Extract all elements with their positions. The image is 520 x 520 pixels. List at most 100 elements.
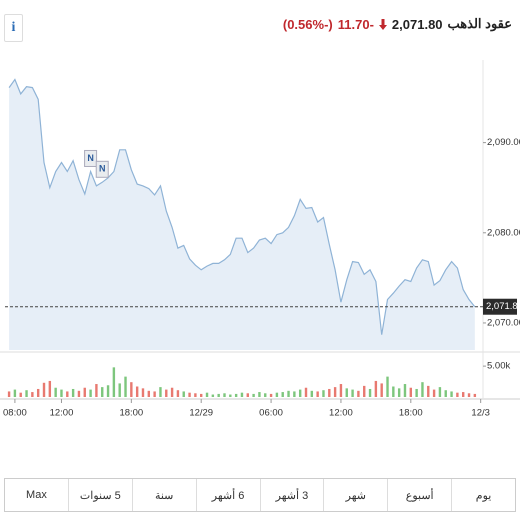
volume-bar <box>106 385 110 397</box>
volume-bar <box>339 384 343 397</box>
volume-bar <box>153 391 156 397</box>
volume-bar <box>264 393 267 397</box>
change: -11.70 <box>337 16 374 32</box>
change-percent: (-0.56%) <box>282 16 333 32</box>
info-button[interactable]: i <box>4 14 23 42</box>
volume-bar <box>200 393 203 397</box>
volume-bar <box>322 390 325 397</box>
volume-bar <box>397 388 401 397</box>
volume-bar <box>118 383 121 397</box>
volume-bar <box>281 392 284 397</box>
volume-bar <box>13 389 17 397</box>
volume-bar <box>246 393 249 397</box>
volume-bar <box>194 393 197 397</box>
volume-bar <box>42 382 46 397</box>
y-tick-label: 2,090.00 <box>487 137 520 148</box>
range-button[interactable]: 5 سنوات <box>67 479 132 511</box>
volume-bar <box>374 380 378 397</box>
volume-bar <box>316 391 319 397</box>
volume-bar <box>60 389 63 397</box>
news-marker-label: N <box>87 153 94 163</box>
volume-bar <box>287 390 290 397</box>
volume-bar <box>275 392 279 397</box>
chart: Investing.com2,090.002,080.002,070.002,0… <box>0 60 520 419</box>
range-button[interactable]: شهر <box>323 479 387 511</box>
volume-bar <box>456 392 459 397</box>
volume-bar <box>170 387 174 397</box>
volume-bar <box>415 388 418 397</box>
volume-bar <box>135 386 139 397</box>
volume-bar <box>368 388 372 397</box>
volume-bar <box>392 386 395 397</box>
y-tick-label: 2,070.00 <box>487 317 520 328</box>
volume-bar <box>182 391 185 397</box>
range-button[interactable]: سنة <box>131 479 196 511</box>
volume-bar <box>95 384 98 397</box>
volume-bar <box>386 376 389 397</box>
volume-bar <box>19 392 22 397</box>
last-price-label: 2,071.80 <box>486 301 520 312</box>
range-button[interactable]: يوم <box>451 479 515 511</box>
range-button[interactable]: 3 أشهر <box>259 479 324 511</box>
volume-bar <box>229 394 232 397</box>
volume-bar <box>112 367 116 397</box>
volume-bar <box>473 393 477 397</box>
volume-bar <box>36 388 40 397</box>
volume-bar <box>345 388 348 397</box>
volume-bar <box>462 392 465 397</box>
volume-bar <box>351 389 354 397</box>
range-button[interactable]: Max <box>26 489 47 501</box>
volume-bar <box>83 387 86 397</box>
volume-bar <box>77 390 81 397</box>
instrument-title: عقود الذهب <box>447 16 512 31</box>
volume-bar <box>467 393 471 397</box>
volume-bar <box>165 389 168 397</box>
volume-bar <box>298 389 302 397</box>
volume-bar <box>450 391 453 397</box>
volume-bar <box>141 388 145 397</box>
volume-bar <box>124 376 127 397</box>
volume-bar <box>205 392 209 397</box>
volume-bar <box>438 387 442 397</box>
news-marker <box>95 160 109 178</box>
volume-bar <box>176 390 180 397</box>
volume-tick-label: 5.00k <box>487 361 510 372</box>
price-line <box>8 78 476 335</box>
volume-bar <box>188 392 191 397</box>
x-tick-label: 12/29 <box>189 408 213 419</box>
quote-header: عقود الذهب 2,071.80 -11.70 (-0.56%) <box>283 16 512 32</box>
volume-bar <box>217 393 220 397</box>
volume-bar <box>304 387 308 397</box>
volume-bar <box>252 393 255 397</box>
last-price-box <box>483 298 517 315</box>
volume-bar <box>333 387 337 397</box>
volume-bar <box>427 385 430 397</box>
volume-bar <box>421 382 424 397</box>
x-tick-label: 18:00 <box>119 408 143 419</box>
down-arrow <box>378 18 387 30</box>
volume-bar <box>240 392 244 397</box>
x-tick-label: 12/3 <box>471 408 490 419</box>
range-selector: يوم أسبوع شهر 3 أشهر 6 أشهر سنة 5 سنوات Max <box>4 478 516 512</box>
volume-bar <box>403 384 407 397</box>
volume-bar <box>269 393 273 397</box>
volume-bar <box>54 387 57 397</box>
x-tick-label: 18:00 <box>399 408 423 419</box>
volume-bar <box>101 387 104 397</box>
volume-bar <box>25 390 28 397</box>
volume-bar <box>293 391 296 397</box>
y-tick-label: 2,080.00 <box>487 227 520 238</box>
range-button[interactable]: 6 أشهر <box>195 479 260 511</box>
volume-bar <box>66 391 69 397</box>
volume-bar <box>328 388 331 397</box>
volume-bar <box>363 385 366 397</box>
volume-bar <box>444 390 447 397</box>
x-tick-label: 08:00 <box>3 408 27 419</box>
range-button[interactable]: أسبوع <box>387 479 451 511</box>
area-fill <box>9 79 475 350</box>
x-tick-label: 06:00 <box>259 408 283 419</box>
volume-bar <box>159 387 162 397</box>
news-marker-label: N <box>99 164 106 174</box>
volume-bar <box>89 389 92 397</box>
